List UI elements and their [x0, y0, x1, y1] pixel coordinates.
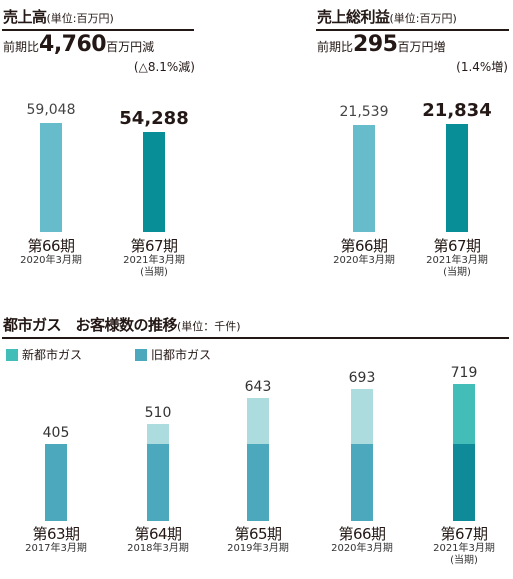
customers-total-label-1: 510	[144, 404, 172, 421]
gross-change-value: 295	[353, 32, 398, 57]
gross-period-1: 第67期 2021年3月期 (当期)	[407, 237, 507, 278]
legend-old: 旧都市ガス	[135, 346, 211, 363]
customers-bar-old-1	[147, 443, 169, 521]
customers-total-label-0: 405	[42, 424, 70, 441]
gross-change-prefix: 前期比	[317, 40, 354, 54]
sales-title-rule	[2, 29, 194, 31]
customers-period-2: 第65期 2019年3月期	[208, 525, 308, 555]
gross-period-label: 第66期	[340, 237, 388, 255]
legend-new-label: 新都市ガス	[22, 348, 83, 362]
customers-bar-old-4	[453, 443, 475, 521]
customers-period-1: 第64期 2018年3月期	[108, 525, 208, 555]
gross-bar-1	[446, 123, 468, 232]
gross-period-fy: 2020年3月期	[333, 255, 395, 267]
customers-bar-new-1	[147, 423, 169, 444]
legend-new-swatch	[6, 349, 18, 361]
customers-title-block: 都市ガス お客様数の推移(単位：千件)	[3, 314, 241, 335]
customers-title-rule	[2, 337, 509, 339]
customers-period-fy: 2019年3月期	[227, 543, 289, 555]
customers-period-0: 第63期 2017年3月期	[6, 525, 106, 555]
customers-bar-new-3	[351, 388, 373, 444]
customers-period-fy: 2017年3月期	[25, 543, 87, 555]
sales-unit: (単位:百万円)	[46, 12, 114, 25]
sales-value-label-1: 54,288	[119, 107, 189, 129]
gross-period-note: (当期)	[443, 266, 471, 278]
sales-bar-0	[40, 122, 62, 232]
sales-change-prefix: 前期比	[3, 40, 40, 54]
sales-title: 売上高	[3, 8, 47, 26]
customers-total-label-2: 643	[244, 379, 272, 396]
customers-title: 都市ガス お客様数の推移	[3, 316, 178, 334]
legend-old-label: 旧都市ガス	[151, 348, 212, 362]
customers-total-label-4: 719	[450, 364, 478, 381]
legend-new: 新都市ガス	[6, 346, 82, 363]
sales-period-0: 第66期 2020年3月期	[1, 237, 101, 267]
gross-period-0: 第66期 2020年3月期	[314, 237, 414, 267]
gross-unit: (単位:百万円)	[389, 12, 457, 25]
customers-period-label: 第63期	[32, 525, 80, 543]
gross-title: 売上総利益	[317, 8, 390, 26]
gross-value-label-0: 21,539	[339, 104, 389, 121]
legend-old-swatch	[135, 349, 147, 361]
gross-title-block: 売上総利益(単位:百万円)	[317, 6, 457, 27]
sales-period-fy: 2020年3月期	[20, 255, 82, 267]
sales-change-suffix: 百万円減	[106, 40, 155, 54]
gross-period-fy: 2021年3月期	[426, 255, 488, 267]
gross-bar-0	[353, 125, 375, 232]
customers-bar-new-4	[453, 383, 475, 444]
gross-period-label: 第67期	[433, 237, 481, 255]
customers-unit: (単位：千件)	[177, 320, 241, 333]
sales-value-label-0: 59,048	[26, 101, 76, 118]
sales-title-block: 売上高(単位:百万円)	[3, 6, 114, 27]
customers-period-fy: 2018年3月期	[127, 543, 189, 555]
customers-period-label: 第66期	[338, 525, 386, 543]
customers-bar-old-3	[351, 443, 373, 521]
sales-change-pct: (△8.1%減)	[133, 60, 195, 74]
customers-total-label-3: 693	[348, 369, 376, 386]
customers-period-fy: 2021年3月期	[433, 543, 495, 555]
sales-period-label: 第67期	[130, 237, 178, 255]
customers-period-4: 第67期 2021年3月期 (当期)	[414, 525, 513, 566]
sales-change-value: 4,760	[39, 32, 107, 57]
customers-period-fy: 2020年3月期	[331, 543, 393, 555]
customers-period-note: (当期)	[450, 554, 478, 566]
gross-change-pct: (1.4%増)	[456, 60, 508, 74]
sales-bar-1	[143, 131, 165, 232]
sales-period-label: 第66期	[27, 237, 75, 255]
sales-period-note: (当期)	[140, 266, 168, 278]
customers-period-3: 第66期 2020年3月期	[312, 525, 412, 555]
customers-bar-old-2	[247, 443, 269, 521]
customers-period-label: 第64期	[134, 525, 182, 543]
sales-change: 前期比4,760百万円減	[3, 32, 154, 57]
sales-period-fy: 2021年3月期	[123, 255, 185, 267]
gross-change: 前期比295百万円増	[317, 32, 445, 57]
customers-bar-old-0	[45, 443, 67, 521]
customers-bar-new-2	[247, 398, 269, 444]
sales-period-1: 第67期 2021年3月期 (当期)	[104, 237, 204, 278]
gross-value-label-1: 21,834	[422, 99, 492, 121]
customers-period-label: 第67期	[440, 525, 488, 543]
customers-period-label: 第65期	[234, 525, 282, 543]
gross-title-rule	[316, 29, 509, 31]
gross-change-suffix: 百万円増	[397, 40, 446, 54]
